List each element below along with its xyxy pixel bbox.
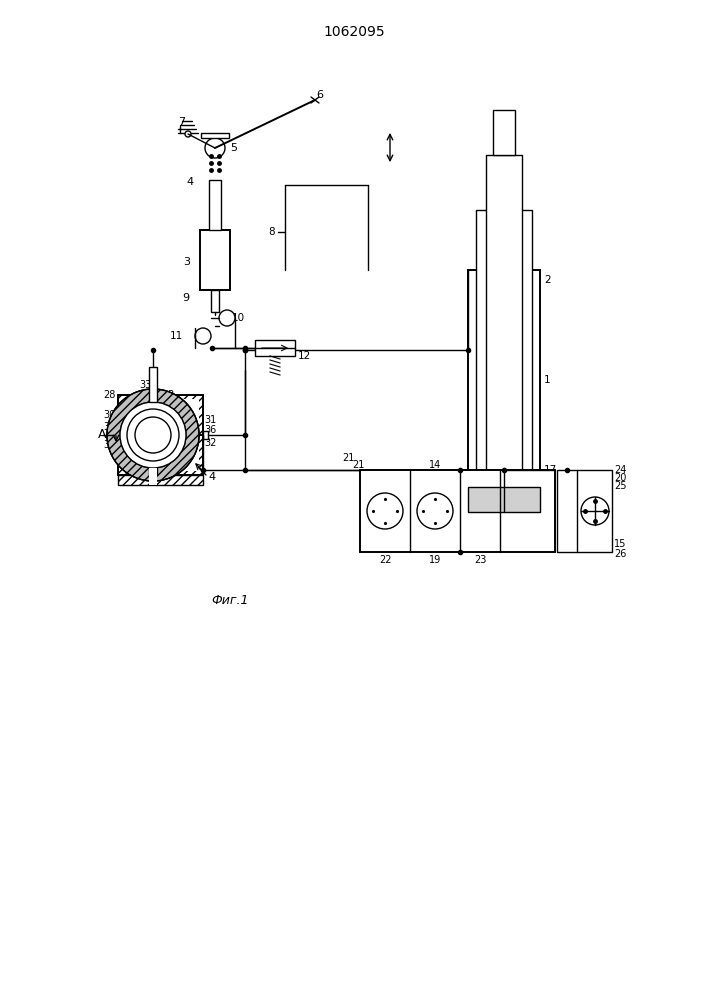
Circle shape bbox=[581, 497, 609, 525]
Text: 4: 4 bbox=[186, 177, 193, 187]
Text: 23: 23 bbox=[474, 555, 486, 565]
Bar bbox=[209, 180, 221, 230]
Bar bbox=[118, 395, 203, 475]
Text: 4: 4 bbox=[208, 472, 215, 482]
Text: 21: 21 bbox=[352, 460, 364, 470]
Bar bbox=[211, 290, 219, 312]
Bar bbox=[149, 367, 157, 402]
Text: 31: 31 bbox=[204, 415, 216, 425]
Text: 37: 37 bbox=[104, 440, 116, 450]
Circle shape bbox=[135, 417, 171, 453]
Text: 14: 14 bbox=[429, 460, 441, 470]
Text: 12: 12 bbox=[298, 351, 311, 361]
Circle shape bbox=[107, 389, 199, 481]
Text: 30: 30 bbox=[104, 410, 116, 420]
Text: 26: 26 bbox=[614, 549, 626, 559]
Text: 9: 9 bbox=[182, 293, 189, 303]
Bar bbox=[493, 110, 515, 155]
Text: 1: 1 bbox=[544, 375, 551, 385]
Bar bbox=[201, 133, 229, 138]
Text: 7: 7 bbox=[178, 117, 185, 127]
Text: 17: 17 bbox=[544, 465, 557, 475]
Wedge shape bbox=[107, 389, 199, 481]
Text: 22: 22 bbox=[379, 555, 391, 565]
Text: 20: 20 bbox=[614, 473, 626, 483]
Text: 1062095: 1062095 bbox=[323, 25, 385, 39]
Text: Фиг.1: Фиг.1 bbox=[211, 593, 249, 606]
Text: 6: 6 bbox=[316, 90, 323, 100]
Text: 2: 2 bbox=[544, 275, 551, 285]
Bar bbox=[203, 431, 208, 439]
Text: 33: 33 bbox=[139, 380, 151, 390]
Bar bbox=[486, 155, 522, 507]
Text: A: A bbox=[98, 428, 107, 442]
Text: 35: 35 bbox=[126, 440, 139, 450]
Bar bbox=[200, 230, 230, 290]
Text: 34: 34 bbox=[104, 422, 116, 432]
Text: 28: 28 bbox=[104, 390, 116, 400]
Bar bbox=[476, 210, 532, 507]
Text: 24: 24 bbox=[614, 465, 626, 475]
Text: 16: 16 bbox=[544, 497, 557, 507]
Text: 36: 36 bbox=[204, 425, 216, 435]
Text: 10: 10 bbox=[232, 313, 245, 323]
Text: 32: 32 bbox=[204, 438, 216, 448]
Bar bbox=[122, 399, 199, 471]
Text: 21: 21 bbox=[343, 453, 355, 463]
Circle shape bbox=[417, 493, 453, 529]
Bar bbox=[149, 468, 157, 485]
Text: 19: 19 bbox=[429, 555, 441, 565]
Text: 8: 8 bbox=[269, 227, 275, 237]
Text: 5: 5 bbox=[230, 143, 237, 153]
Bar bbox=[360, 470, 555, 552]
Circle shape bbox=[205, 138, 225, 158]
Bar bbox=[118, 475, 203, 485]
Bar bbox=[468, 487, 540, 512]
Bar bbox=[557, 470, 612, 552]
Bar bbox=[255, 340, 295, 356]
Circle shape bbox=[219, 310, 235, 326]
Text: 15: 15 bbox=[614, 539, 626, 549]
Circle shape bbox=[367, 493, 403, 529]
Circle shape bbox=[185, 131, 191, 137]
Circle shape bbox=[120, 402, 186, 468]
Text: 25: 25 bbox=[614, 481, 626, 491]
Text: 3: 3 bbox=[183, 257, 190, 267]
Text: 11: 11 bbox=[170, 331, 183, 341]
Text: 13: 13 bbox=[163, 390, 175, 400]
Text: 29: 29 bbox=[142, 466, 154, 476]
Circle shape bbox=[195, 328, 211, 344]
Bar bbox=[468, 270, 540, 512]
